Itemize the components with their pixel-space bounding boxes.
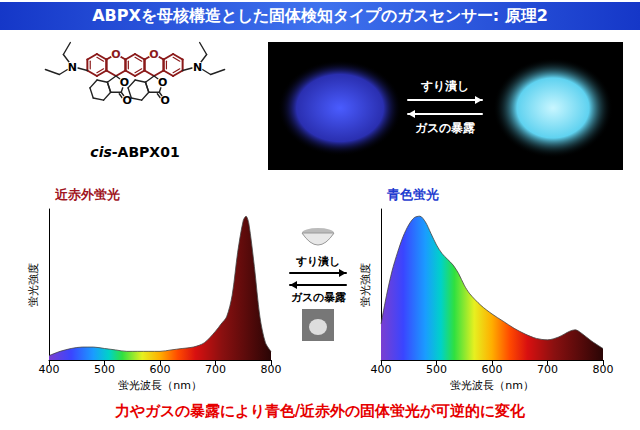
svg-text:600: 600 [482,363,503,376]
svg-text:近赤外蛍光: 近赤外蛍光 [54,187,120,202]
svg-text:蛍光強度: 蛍光強度 [27,263,40,307]
html-text:力やガスの暴露により青色/近赤外の固体蛍光が可逆的に変化: 力やガスの暴露により青色/近赤外の固体蛍光が可逆的に変化 [114,402,526,420]
svg-text:ガスの暴露: ガスの暴露 [415,121,475,135]
svg-text:蛍光強度: 蛍光強度 [359,263,372,307]
svg-text:O: O [119,76,130,90]
svg-text:600: 600 [150,363,171,376]
svg-text:O: O [158,76,167,89]
svg-text:500: 500 [426,363,447,376]
svg-text:すり潰し: すり潰し [420,79,469,93]
svg-text:800: 800 [593,363,614,376]
svg-text:500: 500 [94,363,115,376]
svg-text:700: 700 [537,363,558,376]
svg-text:O: O [122,94,132,108]
svg-text:O: O [149,48,158,61]
svg-text:蛍光波長（nm）: 蛍光波長（nm） [118,379,202,392]
svg-text:N: N [193,61,202,74]
svg-text:蛍光波長（nm）: 蛍光波長（nm） [450,379,534,392]
svg-text:400: 400 [39,363,60,376]
svg-text:すり潰し: すり潰し [295,255,340,268]
svg-text:700: 700 [205,363,226,376]
svg-text:ガスの暴露: ガスの暴露 [291,291,346,304]
html-text:ABPXを母核構造とした固体検知タイプのガスセンサー: 原理: ABPXを母核構造とした固体検知タイプのガスセンサー: 原理2 [92,6,548,25]
svg-text:cis-ABPX01: cis-ABPX01 [90,144,179,160]
svg-text:800: 800 [261,363,282,376]
svg-text:O: O [111,48,120,61]
svg-text:O: O [161,94,170,107]
svg-text:青色蛍光: 青色蛍光 [386,187,439,202]
svg-text:N: N [68,61,77,74]
svg-text:400: 400 [371,363,392,376]
